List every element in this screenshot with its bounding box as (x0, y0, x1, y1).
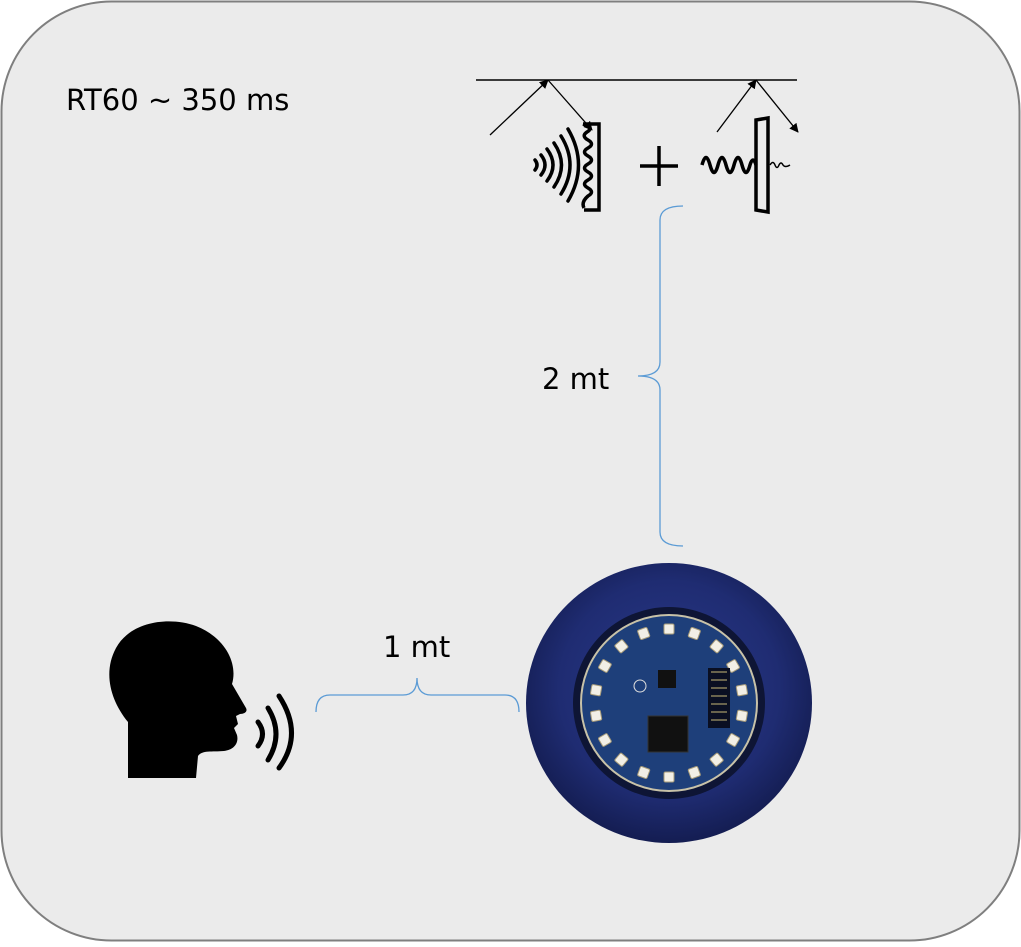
led (614, 752, 629, 767)
diffuse-reflection-arrows (489, 79, 593, 136)
led (726, 733, 740, 747)
led (663, 771, 675, 783)
diffusion-panel-icon (581, 122, 601, 212)
led (735, 684, 748, 697)
microphone-array-device-icon (526, 563, 812, 843)
led (637, 627, 651, 640)
speech-waves-icon (255, 693, 294, 771)
led (590, 684, 603, 697)
led (709, 752, 724, 767)
led (590, 709, 603, 722)
led (687, 627, 701, 640)
led (614, 639, 629, 654)
absorption-panel-icon (700, 115, 791, 215)
human-head-speaking-icon (109, 621, 247, 778)
sound-waves-icon (533, 127, 581, 203)
distance-bracket-horizontal (315, 677, 520, 713)
distance-to-speaker-label: 1 mt (383, 630, 451, 664)
led (598, 659, 612, 673)
led (598, 733, 612, 747)
absorption-reflection-arrows (716, 79, 799, 133)
distance-bracket-vertical (637, 205, 684, 547)
led (637, 766, 651, 779)
distance-to-wall-label: 2 mt (542, 362, 610, 396)
plus-icon (640, 146, 678, 186)
led (663, 623, 675, 635)
reverberation-time-label: RT60 ~ 350 ms (66, 83, 290, 117)
led (687, 766, 701, 779)
led (709, 639, 724, 654)
led (735, 709, 748, 722)
